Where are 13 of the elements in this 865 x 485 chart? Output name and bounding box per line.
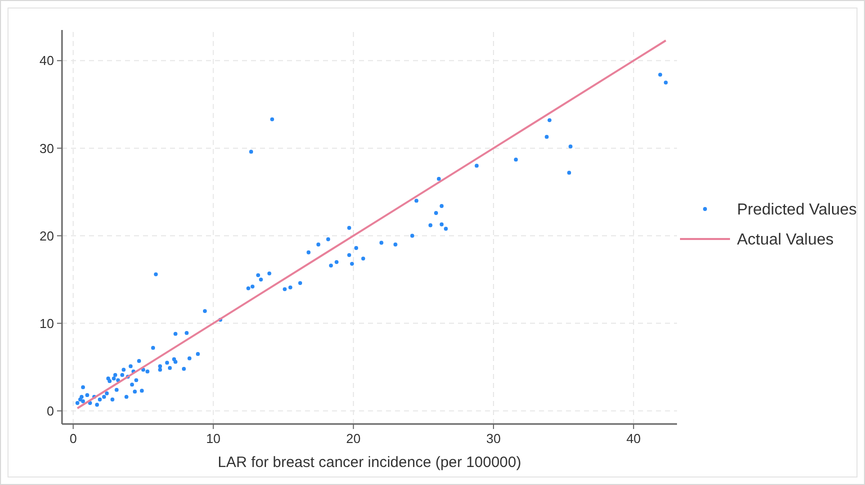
legend-label: Predicted Values — [737, 202, 857, 219]
x-tick-label: 0 — [70, 431, 77, 446]
legend-label: Actual Values — [737, 232, 834, 249]
y-tick-label: 10 — [40, 316, 54, 331]
x-tick-label: 30 — [486, 431, 501, 446]
y-tick-label: 20 — [40, 228, 54, 244]
x-tick-label: 20 — [346, 431, 361, 446]
x-axis-title: LAR for breast cancer incidence (per 100000) — [218, 454, 522, 471]
x-tick-label: 10 — [206, 431, 221, 446]
y-tick-label: 40 — [40, 53, 54, 68]
y-tick-label: 0 — [46, 403, 54, 418]
x-tick-label: 40 — [626, 431, 641, 446]
y-tick-label: 30 — [40, 140, 54, 156]
